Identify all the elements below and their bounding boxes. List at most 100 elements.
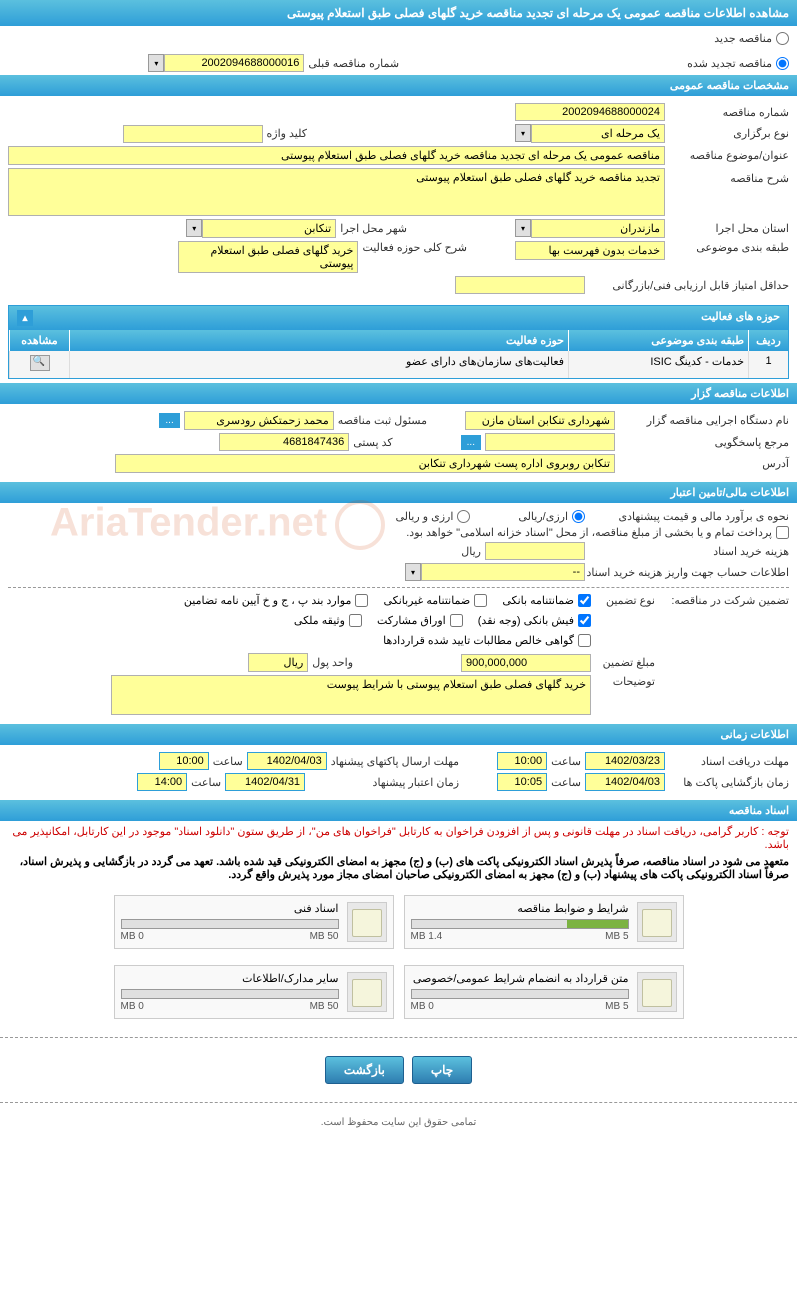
postal-value: 4681847436 [219, 433, 349, 451]
address-value: تنکابن روبروی اداره پست شهرداری تنکابن [115, 454, 615, 473]
file2-total: 50 MB [310, 931, 339, 942]
send-time: 10:00 [159, 752, 209, 770]
notes-label: توضیحات [595, 675, 655, 688]
type-label: نوع برگزاری [669, 127, 789, 140]
doc-cost-unit: ریال [461, 545, 481, 558]
file-box-contract[interactable]: متن قرارداد به انضمام شرایط عمومی/خصوصی … [404, 965, 684, 1019]
keyword-input[interactable] [123, 125, 263, 143]
validity-date: 1402/04/31 [225, 773, 305, 791]
subject-value: مناقصه عمومی یک مرحله ای تجدید مناقصه خر… [8, 146, 665, 165]
min-score-input[interactable] [455, 276, 585, 294]
classification-value: خدمات بدون فهرست بها [515, 241, 665, 260]
currency-rial-radio[interactable] [572, 510, 585, 523]
chevron-down-icon: ▾ [186, 219, 202, 237]
docs-note1: توجه : کاربر گرامی، دریافت اسناد در مهلت… [8, 825, 789, 851]
renewed-tender-radio[interactable] [776, 57, 789, 70]
participation-label: تضمین شرکت در مناقصه: [659, 594, 789, 607]
responsible-label: مسئول ثبت مناقصه [338, 414, 427, 427]
receive-time: 10:00 [497, 752, 547, 770]
address-label: آدرس [619, 457, 789, 470]
general-section-header: مشخصات مناقصه عمومی [0, 75, 797, 96]
new-tender-label: مناقصه جدید [714, 32, 772, 45]
nonbank-guarantee-checkbox[interactable] [474, 594, 487, 607]
receive-date: 1402/03/23 [585, 752, 665, 770]
validity-time: 14:00 [137, 773, 187, 791]
contact-input[interactable] [485, 433, 615, 451]
file-box-other[interactable]: سایر مدارک/اطلاعات 50 MB0 MB [114, 965, 394, 1019]
items-guarantee-checkbox[interactable] [355, 594, 368, 607]
financial-section-header: اطلاعات مالی/تامین اعتبار [0, 482, 797, 503]
desc-label: شرح مناقصه [669, 168, 789, 185]
bank-guarantee-checkbox[interactable] [578, 594, 591, 607]
payment-note: پرداخت تمام و یا بخشی از مبلغ مناقصه، از… [406, 526, 772, 539]
chevron-down-icon: ▾ [515, 124, 531, 142]
chevron-down-icon: ▾ [148, 54, 164, 72]
agency-value: شهرداری تنکابن استان مازن [465, 411, 615, 430]
chevron-down-icon: ▾ [405, 563, 421, 581]
more-button[interactable]: ... [461, 435, 481, 450]
subject-label: عنوان/موضوع مناقصه [669, 149, 789, 162]
col-category-header: طبقه بندی موضوعی [568, 330, 748, 351]
row-activity: فعالیت‌های سازمان‌های دارای عضو [69, 351, 568, 378]
folder-icon [637, 902, 677, 942]
classification-label: طبقه بندی موضوعی [669, 241, 789, 254]
folder-icon [347, 972, 387, 1012]
property-guarantee-checkbox[interactable] [349, 614, 362, 627]
currency-both-radio[interactable] [457, 510, 470, 523]
receivables-guarantee-checkbox[interactable] [578, 634, 591, 647]
collapse-icon[interactable]: ▴ [17, 310, 33, 326]
receivables-guarantee-label: گواهی خالص مطالبات تایید شده قراردادها [383, 634, 574, 647]
type-select[interactable]: یک مرحله ای ▾ [515, 124, 665, 143]
back-button[interactable]: بازگشت [325, 1056, 404, 1084]
col-row-header: ردیف [748, 330, 788, 351]
securities-guarantee-checkbox[interactable] [450, 614, 463, 627]
treasury-checkbox[interactable] [776, 526, 789, 539]
print-button[interactable]: چاپ [412, 1056, 472, 1084]
unit-label: واحد پول [312, 656, 353, 669]
renewed-tender-label: مناقصه تجدید شده [687, 57, 772, 70]
cash-guarantee-checkbox[interactable] [578, 614, 591, 627]
page-title: مشاهده اطلاعات مناقصه عمومی یک مرحله ای … [0, 0, 797, 26]
col-view-header: مشاهده [9, 330, 69, 351]
desc-value: تجدید مناقصه خرید گلهای فصلی طبق استعلام… [8, 168, 665, 216]
tender-number-value: 2002094688000024 [515, 103, 665, 121]
file-box-conditions[interactable]: شرایط و ضوابط مناقصه 5 MB1.4 MB [404, 895, 684, 949]
send-deadline-label: مهلت ارسال پاکتهای پیشنهاد [331, 755, 459, 768]
cash-guarantee-label: فیش بانکی (وجه نقد) [478, 614, 574, 627]
unit-value: ریال [248, 653, 308, 672]
prev-number-label: شماره مناقصه قبلی [308, 57, 399, 70]
account-select[interactable]: -- ▾ [405, 563, 585, 581]
prev-number-select[interactable]: 2002094688000016 ▾ [148, 54, 304, 72]
table-row: 1 خدمات - کدینگ ISIC فعالیت‌های سازمان‌ه… [9, 351, 788, 378]
folder-icon [637, 972, 677, 1012]
file4-title: سایر مدارک/اطلاعات [121, 972, 339, 985]
currency-both-label: ارزی و ریالی [395, 510, 453, 523]
file3-title: متن قرارداد به انضمام شرایط عمومی/خصوصی [411, 972, 629, 985]
docs-section-header: اسناد مناقصه [0, 800, 797, 821]
time-word: ساعت [213, 755, 243, 768]
docs-note2: متعهد می شود در اسناد مناقصه، صرفاً پذیر… [8, 855, 789, 881]
file2-title: اسناد فنی [121, 902, 339, 915]
new-tender-radio[interactable] [776, 32, 789, 45]
doc-cost-input[interactable] [485, 542, 585, 560]
nonbank-guarantee-label: ضمانتنامه غیربانکی [383, 594, 470, 607]
more-button[interactable]: ... [159, 413, 179, 428]
activity-desc-value: خرید گلهای فصلی طبق استعلام پیوستی [178, 241, 358, 273]
open-label: زمان بازگشایی پاکت ها [669, 776, 789, 789]
view-icon[interactable] [30, 355, 50, 371]
receive-deadline-label: مهلت دریافت اسناد [669, 755, 789, 768]
province-select[interactable]: مازندران ▾ [515, 219, 665, 238]
file2-used: 0 MB [121, 931, 144, 942]
row-number: 1 [748, 351, 788, 378]
file4-used: 0 MB [121, 1001, 144, 1012]
prev-number-value: 2002094688000016 [164, 54, 304, 72]
time-section-header: اطلاعات زمانی [0, 724, 797, 745]
tender-type-radio-group: مناقصه جدید [0, 26, 797, 51]
currency-rial-label: ارزی/ریالی [518, 510, 568, 523]
activity-grid-header: ردیف طبقه بندی موضوعی حوزه فعالیت مشاهده [9, 330, 788, 351]
doc-cost-label: هزینه خرید اسناد [589, 545, 789, 558]
activity-table-title: حوزه های فعالیت [701, 310, 780, 326]
file-box-technical[interactable]: اسناد فنی 50 MB 0 MB [114, 895, 394, 949]
city-select[interactable]: تنکابن ▾ [186, 219, 336, 238]
tender-number-label: شماره مناقصه [669, 106, 789, 119]
